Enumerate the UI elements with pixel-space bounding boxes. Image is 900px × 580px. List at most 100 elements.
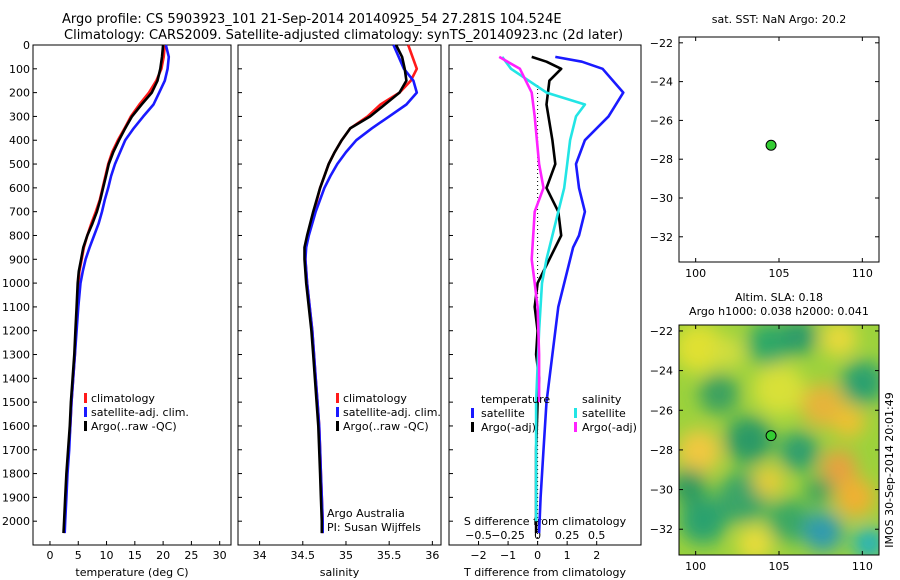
sla-cell <box>679 325 724 373</box>
sla-cell <box>805 476 833 505</box>
sst-map-lon-label: 105 <box>769 267 790 280</box>
salinity-tick-label: 36 <box>425 549 439 562</box>
salinity-difference-tick-label: −0.5 <box>465 529 492 542</box>
sla-map-lat-label: −22 <box>650 325 673 338</box>
depth-tick-label: 900 <box>9 253 30 266</box>
sla-map-lon-label: 105 <box>769 560 790 573</box>
depth-tick-label: 500 <box>9 158 30 171</box>
pi-name-label: PI: Susan Wijffels <box>327 521 421 534</box>
difference-legend-heading-temperature: temperature <box>481 393 550 406</box>
salinity-legend-swatch <box>336 421 339 431</box>
sla-map-lat-label: −30 <box>650 484 673 497</box>
depth-tick-label: 1200 <box>2 325 30 338</box>
sla-map-lat-label: −26 <box>650 404 673 417</box>
sla-cell <box>803 512 843 552</box>
temperature-legend-swatch <box>84 393 87 403</box>
sst-map-frame <box>678 36 880 263</box>
sla-cell <box>779 431 819 472</box>
argo-position-marker <box>765 430 777 442</box>
sst-map-lat-label: −30 <box>650 192 673 205</box>
temperature-difference-axis-label: T difference from climatology <box>463 566 626 579</box>
sst-map-lat-label: −32 <box>650 231 673 244</box>
temperature-tick-label: 15 <box>128 549 142 562</box>
sst-map-lon-label: 100 <box>685 267 706 280</box>
depth-tick-label: 1000 <box>2 277 30 290</box>
argo-position-marker <box>765 139 777 151</box>
salinity-legend-swatch <box>336 407 339 417</box>
salinity-legend-label: satellite-adj. clim. <box>343 406 441 419</box>
depth-tick-label: 300 <box>9 110 30 123</box>
salinity-difference-tick-label: −0.25 <box>491 529 525 542</box>
temperature-tick-label: 30 <box>213 549 227 562</box>
depth-tick-label: 800 <box>9 229 30 242</box>
sst-map-lat-label: −26 <box>650 114 673 127</box>
salinity-tick-label: 35 <box>339 549 353 562</box>
temperature-series-satellite-adj-clim- <box>63 44 171 534</box>
temperature-legend-label: Argo(..raw -QC) <box>91 420 177 433</box>
temperature-tick-label: 25 <box>184 549 198 562</box>
salinity-legend-label: climatology <box>343 392 407 405</box>
temperature-tick-label: 20 <box>156 549 170 562</box>
figure-title-line1: Argo profile: CS 5903923_101 21-Sep-2014… <box>62 12 562 27</box>
difference-plot-frame <box>448 44 642 546</box>
salinity-difference-tick-label: 0 <box>534 529 541 542</box>
salinity-difference-tick-label: 0.25 <box>555 529 580 542</box>
difference-legend-swatch <box>574 422 577 432</box>
depth-tick-label: 100 <box>9 63 30 76</box>
sla-cell <box>781 325 817 355</box>
salinity-tick-label: 35.5 <box>377 549 402 562</box>
temperature-difference-tick-label: −2 <box>470 549 486 562</box>
difference-legend-label: satellite <box>582 407 626 420</box>
sla-cell <box>679 429 721 474</box>
sla-map-lon-label: 100 <box>685 560 706 573</box>
sla-cell <box>747 325 791 366</box>
sla-cell <box>753 465 785 498</box>
sla-cell <box>679 468 707 504</box>
sst-map-title: sat. SST: NaN Argo: 20.2 <box>712 13 846 26</box>
salinity-difference-tick-label: 0.5 <box>588 529 606 542</box>
temperature-plot-frame <box>32 44 232 546</box>
sst-map-lat-label: −24 <box>650 76 673 89</box>
sla-map-subtitle: Argo h1000: 0.038 h2000: 0.041 <box>689 305 869 318</box>
temperature-tick-label: 5 <box>75 549 82 562</box>
figure-title-line2: Climatology: CARS2009. Satellite-adjuste… <box>64 28 624 43</box>
sla-cell <box>767 498 811 543</box>
difference-legend-swatch <box>471 408 474 418</box>
depth-tick-label: 1800 <box>2 468 30 481</box>
temperature-difference-tick-label: 1 <box>564 549 571 562</box>
salinity-plot-frame <box>237 44 442 546</box>
depth-tick-label: 1100 <box>2 301 30 314</box>
depth-tick-label: 400 <box>9 134 30 147</box>
temperature-legend-label: climatology <box>91 392 155 405</box>
salinity-legend-label: Argo(..raw -QC) <box>343 420 429 433</box>
sla-cell <box>841 360 879 405</box>
temperature-difference-tick-label: −1 <box>500 549 516 562</box>
salinity-axis-label: salinity <box>320 566 360 579</box>
sst-map-lat-label: −28 <box>650 153 673 166</box>
imos-timestamp-label: IMOS 30-Sep-2014 20:01:49 <box>883 392 896 547</box>
difference-series-temperature-satellite <box>537 55 625 534</box>
sla-cell <box>725 416 773 464</box>
depth-tick-label: 700 <box>9 206 30 219</box>
difference-legend-label: satellite <box>481 407 525 420</box>
temperature-tick-label: 10 <box>100 549 114 562</box>
depth-tick-label: 0 <box>23 39 30 52</box>
sla-cell <box>853 527 879 555</box>
sla-cell <box>699 374 739 414</box>
sla-cell <box>821 325 857 357</box>
depth-tick-label: 1900 <box>2 491 30 504</box>
depth-tick-label: 2000 <box>2 515 30 528</box>
salinity-series-climatology <box>304 44 419 534</box>
sst-map-lat-label: −22 <box>650 37 673 50</box>
temperature-legend-label: satellite-adj. clim. <box>91 406 189 419</box>
salinity-series-argo-raw-qc- <box>303 44 408 534</box>
sla-cell <box>833 405 865 438</box>
temperature-difference-tick-label: 2 <box>593 549 600 562</box>
difference-legend-heading-salinity: salinity <box>582 393 622 406</box>
sla-cell <box>679 496 727 545</box>
sla-cell <box>821 449 857 486</box>
depth-tick-label: 600 <box>9 182 30 195</box>
sla-map-lon-label: 110 <box>852 560 873 573</box>
salinity-difference-axis-label: S difference from climatology <box>464 515 627 528</box>
